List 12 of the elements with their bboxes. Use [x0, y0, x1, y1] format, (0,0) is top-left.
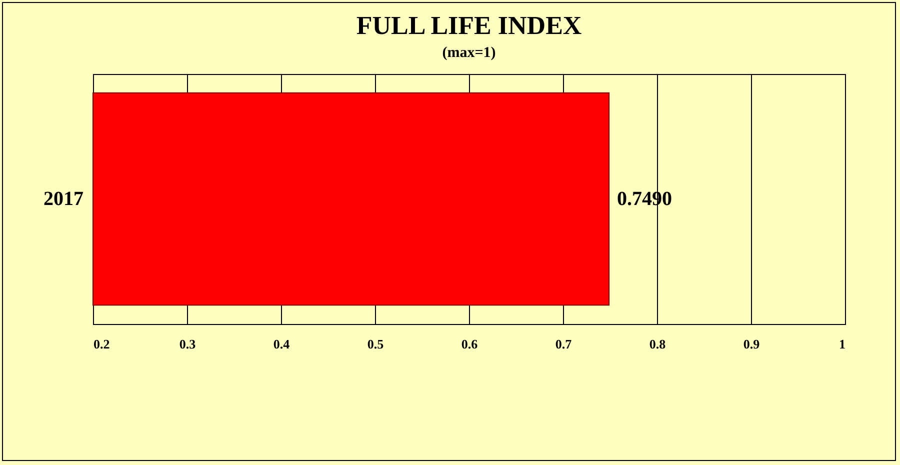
y-tick-label: 2017: [44, 188, 84, 210]
x-tick-label: 0.3: [179, 336, 196, 352]
chart-title: FULL LIFE INDEX: [356, 11, 582, 40]
x-tick-label: 0.4: [273, 336, 290, 352]
x-tick-label: 0.2: [94, 336, 110, 352]
chart-subtitle: (max=1): [442, 45, 496, 61]
x-tick-label: 0.8: [649, 336, 666, 352]
x-tick-label: 1: [839, 336, 846, 352]
x-tick-label: 0.9: [743, 336, 760, 352]
x-tick-label: 0.6: [461, 336, 478, 352]
x-tick-label: 0.5: [367, 336, 384, 352]
x-tick-label: 0.7: [555, 336, 572, 352]
